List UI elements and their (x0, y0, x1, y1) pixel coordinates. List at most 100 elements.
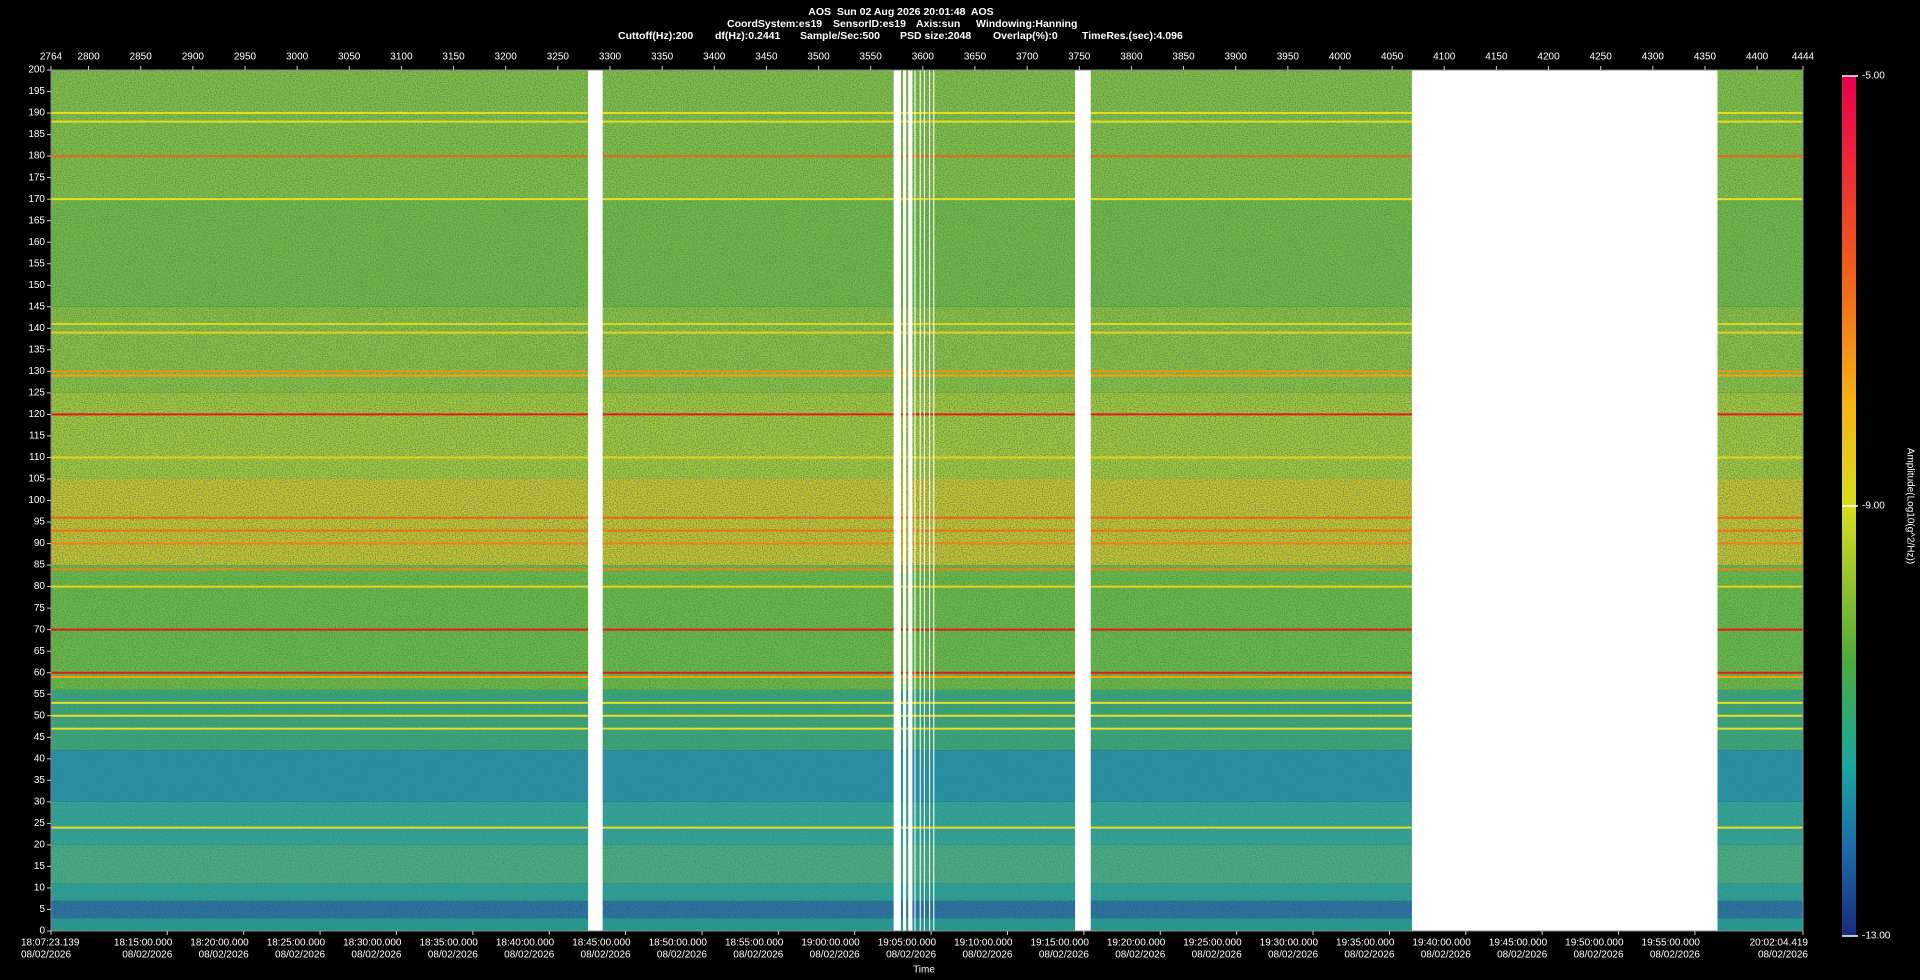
y-tick-label: 5 (39, 904, 45, 915)
x-tick-label: 3600 (912, 52, 935, 63)
date-tick-label: 08/02/2026 (962, 950, 1012, 961)
colorbar-tick-label: -5.00 (1862, 71, 1885, 82)
time-tick-label: 19:20:00.000 (1107, 938, 1166, 949)
data-gap (1411, 70, 1718, 931)
x-tick-label: 4300 (1642, 52, 1665, 63)
time-tick-label: 18:40:00.000 (496, 938, 555, 949)
date-tick-label: 08/02/2026 (21, 950, 71, 961)
x-tick-label: 3300 (599, 52, 622, 63)
data-gap (1075, 70, 1091, 931)
x-tick-label: 3000 (286, 52, 309, 63)
x-tick-label: 3750 (1068, 52, 1091, 63)
y-tick-label: 125 (28, 388, 45, 399)
y-tick-label: 95 (34, 517, 46, 528)
date-tick-label: 08/02/2026 (657, 950, 707, 961)
y-tick-label: 10 (34, 883, 46, 894)
x-tick-label: 3950 (1277, 52, 1300, 63)
date-tick-label: 08/02/2026 (1421, 950, 1471, 961)
header-param: Axis:sun (916, 18, 960, 30)
time-tick-label: 18:20:00.000 (190, 938, 249, 949)
y-tick-label: 85 (34, 560, 46, 571)
chart-title: AOS Sun 02 Aug 2026 20:01:48 AOS (808, 6, 993, 18)
date-tick-label: 08/02/2026 (581, 950, 631, 961)
time-tick-label: 19:00:00.000 (801, 938, 860, 949)
y-tick-label: 200 (28, 65, 45, 76)
x-tick-label: 3100 (390, 52, 413, 63)
data-gap (908, 70, 913, 931)
date-tick-label: 08/02/2026 (1192, 950, 1242, 961)
x-tick-label: 4400 (1746, 52, 1769, 63)
date-tick-label: 08/02/2026 (122, 950, 172, 961)
x-tick-label: 4350 (1694, 52, 1717, 63)
date-tick-label: 08/02/2026 (428, 950, 478, 961)
x-tick-label: 3250 (547, 52, 570, 63)
colorbar-tick-label: -9.00 (1862, 501, 1885, 512)
date-tick-label: 08/02/2026 (1344, 950, 1394, 961)
y-tick-label: 30 (34, 796, 46, 807)
time-tick-label: 19:25:00.000 (1183, 938, 1242, 949)
x-tick-label: 3800 (1120, 52, 1143, 63)
date-tick-label: 08/02/2026 (886, 950, 936, 961)
header-param: df(Hz):0.2441 (715, 30, 781, 42)
date-tick-label: 08/02/2026 (1115, 950, 1165, 961)
y-tick-label: 50 (34, 710, 46, 721)
y-tick-label: 170 (28, 194, 45, 205)
x-tick-label: 4200 (1537, 52, 1560, 63)
y-tick-label: 0 (39, 926, 45, 937)
y-tick-label: 190 (28, 108, 45, 119)
header-param: CoordSystem:es19 (727, 18, 822, 30)
time-tick-label: 18:50:00.000 (649, 938, 708, 949)
x-tick-label: 3400 (703, 52, 726, 63)
header-param: TimeRes.(sec):4.096 (1082, 30, 1183, 42)
header-param: Sample/Sec:500 (800, 30, 880, 42)
data-gap (929, 70, 931, 931)
x-tick-label: 3650 (964, 52, 987, 63)
date-tick-label: 08/02/2026 (1039, 950, 1089, 961)
y-tick-label: 115 (29, 431, 45, 442)
y-tick-label: 75 (34, 603, 46, 614)
x-tick-label: 3050 (338, 52, 361, 63)
x-tick-label: 2764 (40, 52, 63, 63)
x-tick-label: 3350 (651, 52, 674, 63)
colorbar-tick-label: -13.00 (1862, 931, 1891, 942)
header-param: PSD size:2048 (900, 30, 971, 42)
y-tick-label: 140 (28, 323, 45, 334)
time-tick-label: 18:55:00.000 (725, 938, 784, 949)
date-tick-label: 08/02/2026 (275, 950, 325, 961)
y-tick-label: 55 (34, 689, 46, 700)
time-tick-label: 18:25:00.000 (267, 938, 326, 949)
y-tick-label: 155 (28, 258, 45, 269)
y-tick-label: 180 (28, 151, 45, 162)
x-tick-label: 4000 (1329, 52, 1352, 63)
y-tick-label: 80 (34, 581, 46, 592)
y-tick-label: 40 (34, 753, 46, 764)
y-tick-label: 25 (34, 818, 46, 829)
y-tick-label: 45 (34, 732, 46, 743)
date-tick-label: 08/02/2026 (1650, 950, 1700, 961)
x-tick-label: 3200 (495, 52, 518, 63)
x-tick-label: 3850 (1172, 52, 1195, 63)
time-tick-label: 19:55:00.000 (1642, 938, 1701, 949)
y-tick-label: 15 (34, 861, 46, 872)
time-tick-label: 19:15:00.000 (1031, 938, 1090, 949)
y-tick-label: 165 (28, 215, 45, 226)
x-axis-label: Time (913, 965, 935, 976)
y-tick-label: 20 (34, 840, 46, 851)
y-tick-label: 145 (28, 301, 45, 312)
time-tick-label: 19:10:00.000 (954, 938, 1013, 949)
time-tick-label: 18:15:00.000 (114, 938, 173, 949)
y-tick-label: 135 (28, 344, 45, 355)
time-tick-label: 19:45:00.000 (1489, 938, 1548, 949)
y-tick-label: 120 (28, 409, 45, 420)
y-tick-label: 90 (34, 538, 46, 549)
data-gap (919, 70, 921, 931)
time-tick-label: 19:05:00.000 (878, 938, 937, 949)
data-gap (933, 70, 935, 931)
header-param: SensorID:es19 (833, 18, 906, 30)
time-tick-label: 19:35:00.000 (1336, 938, 1395, 949)
date-tick-label: 08/02/2026 (733, 950, 783, 961)
header-param: Cuttoff(Hz):200 (618, 30, 693, 42)
time-tick-label: 19:30:00.000 (1260, 938, 1319, 949)
y-tick-label: 160 (28, 237, 45, 248)
x-tick-label: 4250 (1590, 52, 1613, 63)
